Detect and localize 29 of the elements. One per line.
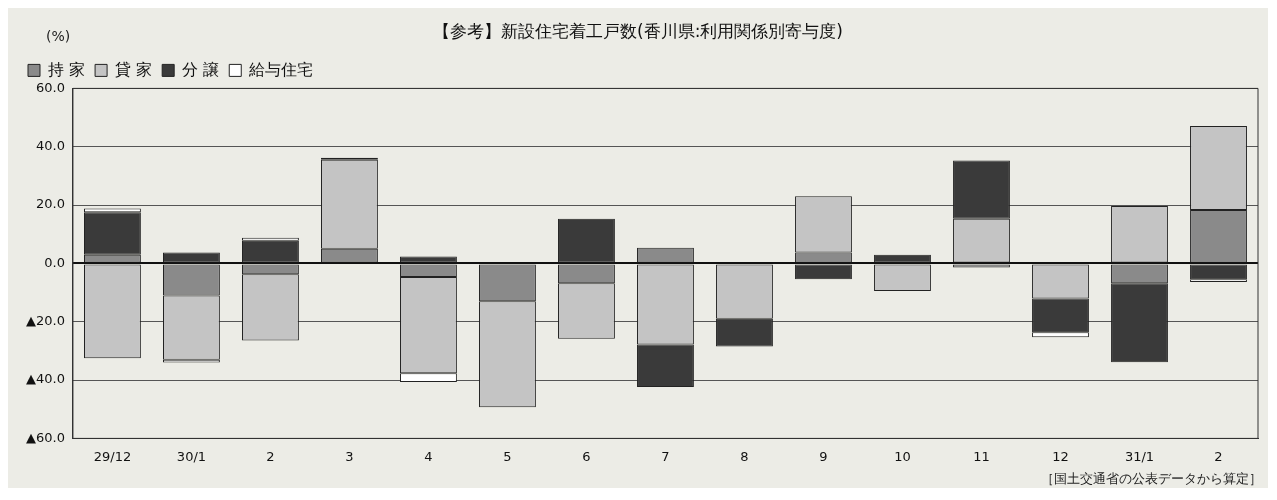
legend-label: 貸 家 <box>115 59 153 79</box>
chart-title: 【参考】新設住宅着工戸数(香川県:利用関係別寄与度) <box>433 20 843 41</box>
x-tick-label: 10 <box>894 448 911 464</box>
y-axis-title: (%) <box>46 27 71 44</box>
text: ［国土交通省の公表データから算定］ <box>1041 470 1262 486</box>
y-tick-label: 60.0 <box>35 79 65 95</box>
legend-label: 持 家 <box>48 59 86 79</box>
x-tick-label: 4 <box>424 448 433 464</box>
y-tick-label: 0.0 <box>44 254 65 270</box>
x-tick-label: 29/12 <box>93 448 132 464</box>
x-tick-label: 2 <box>1214 448 1223 464</box>
legend-label: 給与住宅 <box>248 59 314 79</box>
x-tick-label: 7 <box>661 448 670 464</box>
x-tick-label: 9 <box>819 448 828 464</box>
x-tick-label: 31/1 <box>1124 448 1155 464</box>
y-tick-label: 40.0 <box>35 138 65 154</box>
x-tick-label: 8 <box>740 448 749 464</box>
y-tick-label: ▲40.0 <box>25 371 65 387</box>
legend-label: 分 譲 <box>182 59 220 79</box>
y-tick-label: 20.0 <box>35 196 65 212</box>
x-tick-label: 3 <box>345 448 354 464</box>
x-tick-label: 12 <box>1052 448 1069 464</box>
x-tick-label: 2 <box>266 448 275 464</box>
x-tick-label: 6 <box>582 448 591 464</box>
x-tick-label: 30/1 <box>176 448 207 464</box>
y-tick-label: ▲60.0 <box>25 429 65 445</box>
y-tick-label: ▲20.0 <box>25 313 65 329</box>
x-tick-label: 11 <box>973 448 990 464</box>
x-tick-label: 5 <box>503 448 512 464</box>
